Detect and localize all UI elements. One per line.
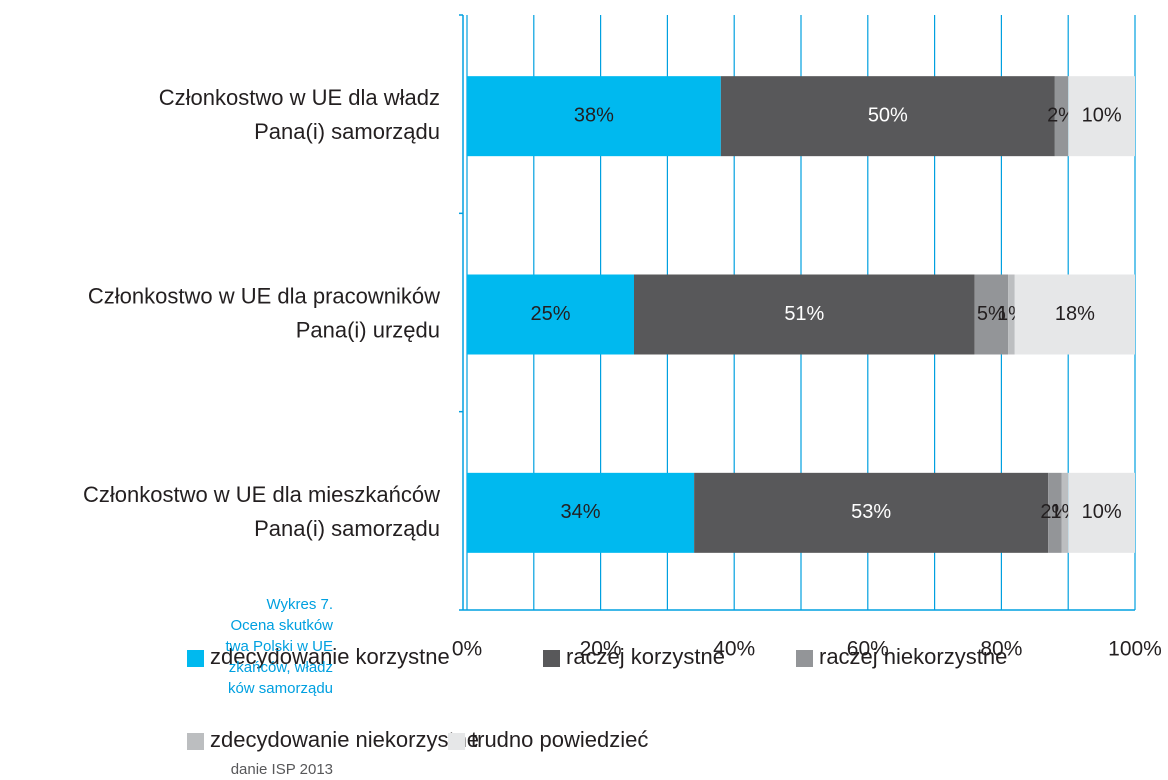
x-tick-label: 80% [980, 638, 1022, 661]
category-label: Członkostwo w UE dla pracowników Pana(i) … [88, 283, 440, 342]
side-note: Ocena skutków [230, 617, 333, 634]
x-tick-label: 100% [1108, 638, 1162, 661]
category-label: Członkostwo w UE dla władz Pana(i) samorz… [159, 85, 440, 144]
value-label: 38% [574, 104, 614, 126]
bar-segment [1008, 274, 1015, 355]
bar-segment [1061, 472, 1069, 553]
legend-label: trudno powiedzieć [471, 727, 648, 752]
legend-label: zdecydowanie korzystne [210, 644, 450, 669]
side-note: twa Polski w UE [225, 638, 333, 655]
legend-swatch [543, 650, 560, 667]
category-label: Członkostwo w UE dla mieszkańców Pana(i) … [83, 482, 440, 541]
bar-segment [720, 76, 1055, 157]
legend-swatch [187, 733, 204, 750]
bar-segment [1054, 76, 1069, 157]
bar-segment [974, 274, 1009, 355]
legend-label: raczej niekorzystne [819, 644, 1007, 669]
x-tick-label: 60% [847, 638, 889, 661]
value-label: 5% [977, 303, 1006, 325]
value-label: 53% [851, 501, 891, 523]
value-label: 10% [1082, 104, 1122, 126]
value-label: 51% [784, 303, 824, 325]
bar-segment [1068, 76, 1135, 157]
legend-label: zdecydowanie niekorzystne [210, 727, 479, 752]
source-note: danie ISP 2013 [231, 761, 333, 778]
bar-segment [467, 274, 634, 355]
x-tick-label: 20% [580, 638, 622, 661]
legend-swatch [796, 650, 813, 667]
bar-segment [1014, 274, 1135, 355]
value-label: 18% [1055, 303, 1095, 325]
side-note: Wykres 7. [266, 596, 333, 613]
legend-label: raczej korzystne [566, 644, 725, 669]
value-label: 10% [1082, 501, 1122, 523]
bar-segment [467, 472, 695, 553]
bar-segment [694, 472, 1049, 553]
bar-segment [634, 274, 975, 355]
bar-segment [1068, 472, 1135, 553]
x-tick-label: 40% [713, 638, 755, 661]
x-tick-label: 0% [452, 638, 482, 661]
legend-swatch [187, 650, 204, 667]
value-label: 34% [561, 501, 601, 523]
legend-swatch [448, 733, 465, 750]
bar-segment [1048, 472, 1062, 553]
bar-segment [467, 76, 721, 157]
side-note: zkańców, władz [229, 659, 333, 676]
side-note: ków samorządu [228, 680, 333, 697]
value-label: 25% [530, 303, 570, 325]
value-label: 50% [868, 104, 908, 126]
